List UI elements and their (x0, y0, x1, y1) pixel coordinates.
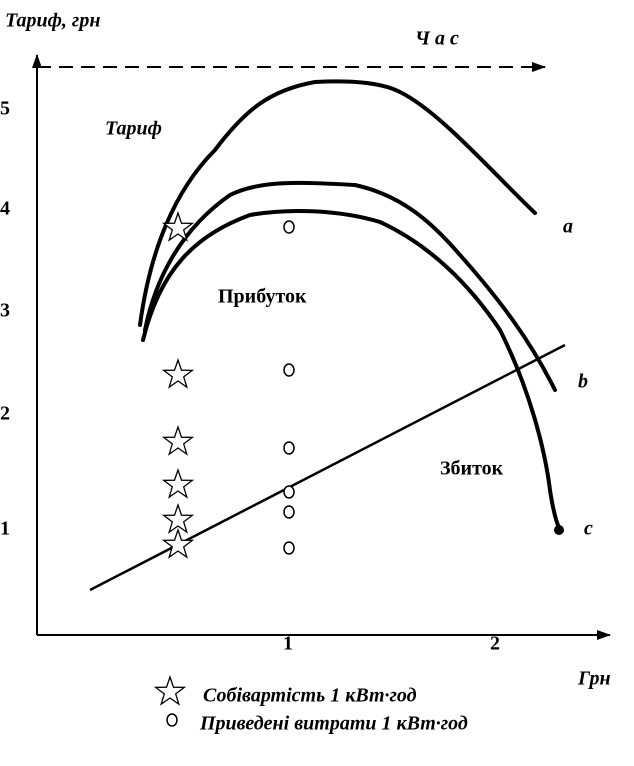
curve-label: c (584, 518, 593, 540)
y-tick-label: 5 (0, 98, 10, 120)
y-tick-label: 4 (0, 198, 10, 220)
y-tick-label: 1 (0, 518, 10, 540)
region-label: Прибуток (218, 286, 307, 308)
legend-circle (166, 713, 178, 727)
y-tick-label: 3 (0, 300, 10, 322)
curve-c (141, 209, 562, 532)
legend-star (155, 676, 185, 705)
x-tick-label: 2 (490, 633, 500, 655)
region-label: Тариф (105, 118, 162, 140)
region-label: Збиток (440, 458, 504, 480)
curve-a (138, 79, 537, 327)
curve-end (554, 525, 564, 535)
x-axis-label: Грн (577, 668, 611, 690)
y-tick-label: 2 (0, 403, 10, 425)
time-label: Ч а с (415, 28, 459, 50)
x-tick-label: 1 (283, 633, 293, 655)
curve-b (143, 180, 557, 392)
circles (283, 220, 295, 555)
curve-label: b (578, 371, 588, 393)
curve-label: a (563, 216, 573, 238)
y-axis-label: Тариф, грн (5, 10, 100, 32)
cost-line (89, 343, 566, 592)
legend-label: Собівартість 1 кВт·год (203, 685, 417, 707)
legend-label: Приведені витрати 1 кВт·год (199, 713, 468, 735)
